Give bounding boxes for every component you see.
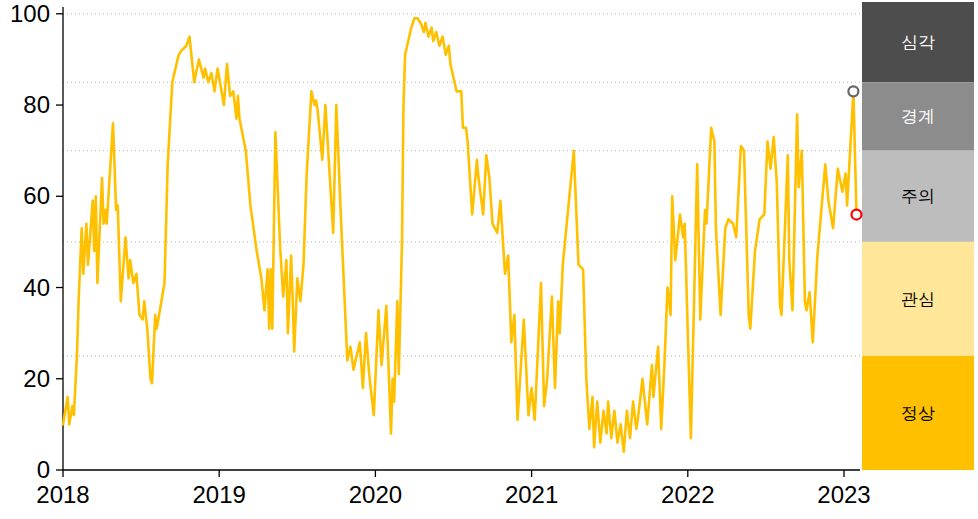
zone-label-2: 경계 [901, 107, 935, 126]
y-tick-label-40: 40 [23, 274, 50, 301]
x-tick-label-2021: 2021 [505, 481, 558, 508]
y-tick-label-100: 100 [10, 0, 50, 27]
recent-peak-marker [848, 86, 858, 96]
latest-value-marker [851, 210, 861, 220]
zone-label-1: 심각 [901, 33, 935, 52]
x-tick-label-2023: 2023 [817, 481, 870, 508]
index-series-line [63, 18, 857, 451]
y-tick-label-20: 20 [23, 365, 50, 392]
zone-label-4: 관심 [901, 290, 935, 309]
crisis-index-chart: 심각경계주의관심정상 0 20 40 60 80 100 2018 2019 2020 2021 20… [0, 0, 978, 519]
y-tick-label-60: 60 [23, 182, 50, 209]
x-tick-label-2022: 2022 [661, 481, 714, 508]
chart-svg: 심각경계주의관심정상 0 20 40 60 80 100 2018 2019 2020 2021 20… [0, 0, 978, 519]
x-tick-label-2020: 2020 [349, 481, 402, 508]
zone-label-5: 정상 [901, 404, 935, 423]
y-tick-label-80: 80 [23, 91, 50, 118]
zone-label-3: 주의 [901, 187, 935, 206]
x-tick-label-2018: 2018 [36, 481, 89, 508]
y-tick-label-0: 0 [37, 456, 50, 483]
x-tick-label-2019: 2019 [193, 481, 246, 508]
